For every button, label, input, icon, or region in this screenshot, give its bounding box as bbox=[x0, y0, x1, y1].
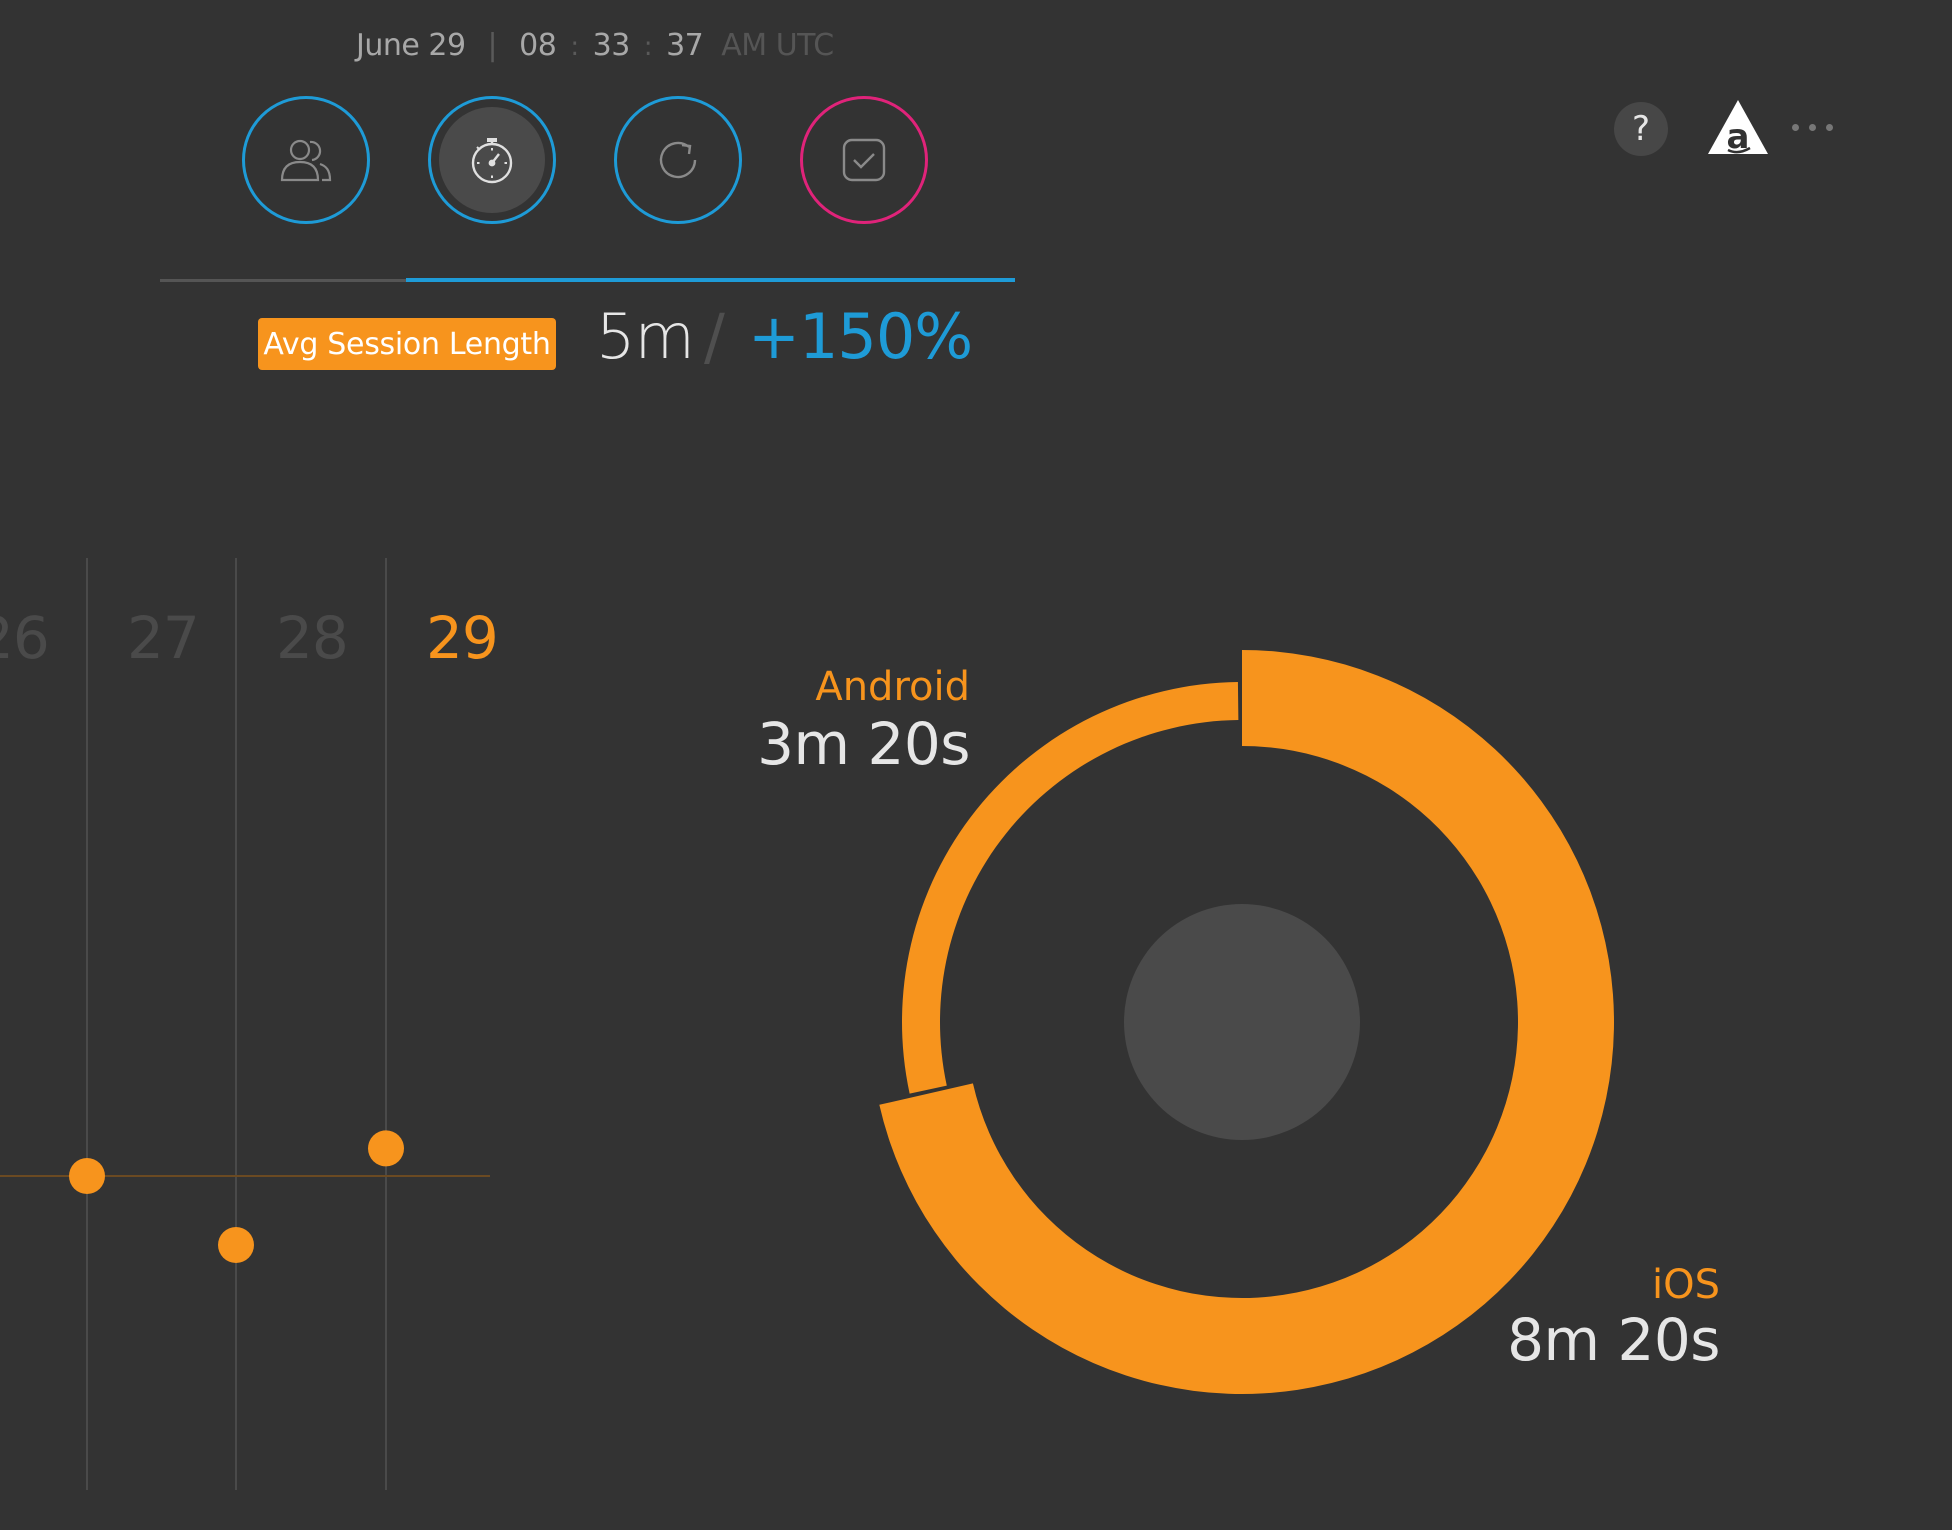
datetime-separator: | bbox=[487, 28, 498, 63]
donut-segment-android[interactable] bbox=[902, 682, 1239, 1094]
timeline-day-label[interactable]: 29 bbox=[426, 604, 499, 672]
metric-separator: / bbox=[704, 300, 725, 373]
android-value: 3m 20s bbox=[757, 710, 970, 778]
datetime-display: June 29 | 08 : 33 : 37 AM UTC bbox=[356, 28, 834, 68]
metric-change: +150% bbox=[748, 300, 973, 373]
nav-users-button[interactable] bbox=[242, 96, 370, 224]
nav-conversions-button[interactable] bbox=[800, 96, 928, 224]
refresh-icon bbox=[659, 141, 697, 179]
android-label: Android bbox=[815, 664, 970, 710]
nav-session-length-button[interactable] bbox=[428, 96, 556, 224]
timeline-chart bbox=[0, 558, 490, 1490]
tab-active-indicator bbox=[406, 278, 1015, 282]
timeline-point[interactable] bbox=[69, 1158, 105, 1194]
date-text: June 29 bbox=[356, 28, 466, 63]
time-colon: : bbox=[570, 32, 579, 62]
ios-label: iOS bbox=[1652, 1262, 1720, 1308]
timeline-day-label[interactable]: 27 bbox=[127, 604, 200, 672]
stopwatch-icon bbox=[471, 138, 513, 184]
metric-value: 5m bbox=[596, 300, 695, 373]
platform-donut-chart bbox=[879, 650, 1614, 1394]
time-colon: : bbox=[643, 32, 653, 62]
help-button[interactable]: ? bbox=[1614, 102, 1668, 156]
timeline-point[interactable] bbox=[368, 1130, 404, 1167]
donut-center bbox=[1124, 904, 1360, 1140]
ios-value: 8m 20s bbox=[1507, 1306, 1720, 1374]
logo-triangle-a-icon[interactable]: a bbox=[1706, 98, 1770, 158]
time-minutes: 33 bbox=[592, 28, 631, 63]
timeline-day-label[interactable]: 26 bbox=[0, 604, 50, 672]
timeline-day-label[interactable]: 28 bbox=[276, 604, 349, 672]
checkbox-icon bbox=[842, 138, 886, 182]
time-hours: 08 bbox=[519, 28, 557, 63]
svg-text:a: a bbox=[1727, 117, 1750, 157]
users-icon bbox=[280, 139, 332, 182]
time-zone: AM UTC bbox=[721, 28, 834, 63]
nav-retention-button[interactable] bbox=[614, 96, 742, 224]
metric-label-badge: Avg Session Length bbox=[258, 318, 556, 370]
time-seconds: 37 bbox=[666, 28, 704, 63]
timeline-point[interactable] bbox=[218, 1227, 254, 1263]
more-dots-icon[interactable] bbox=[1792, 112, 1852, 142]
